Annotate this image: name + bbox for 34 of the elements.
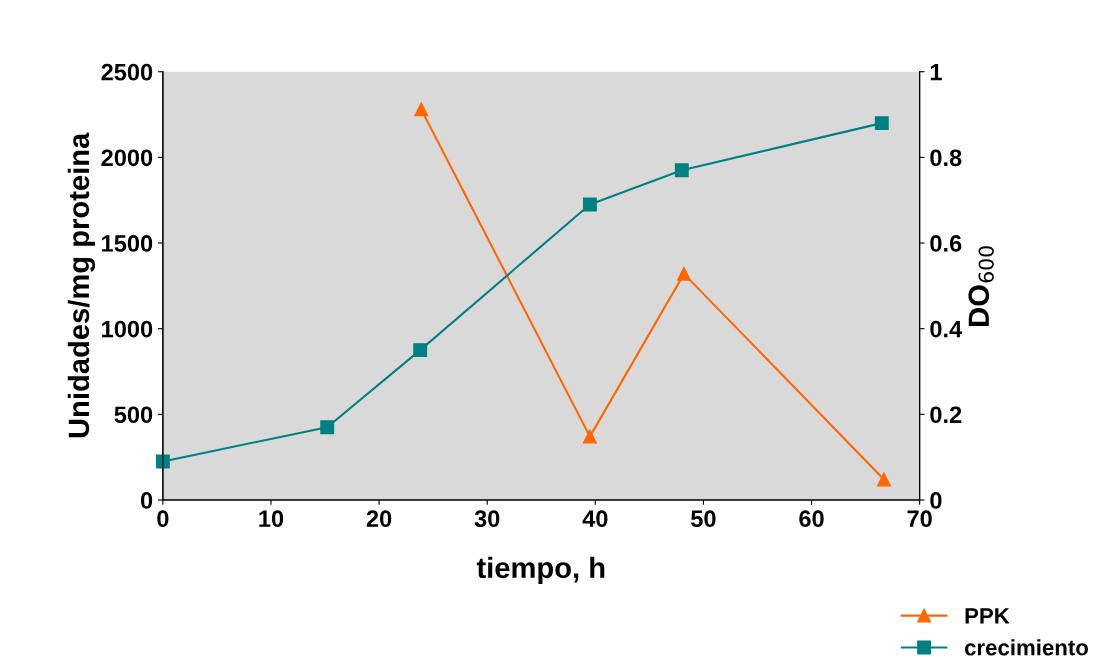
y2-tick-label: 0.6 xyxy=(930,235,962,252)
y2-tick-label: 0.2 xyxy=(930,406,962,424)
y-tick-label: 500 xyxy=(114,406,153,424)
legend-label: crecimiento xyxy=(964,639,1088,656)
point xyxy=(582,429,597,444)
x-tick-label: 50 xyxy=(691,510,716,528)
point xyxy=(874,116,889,131)
x-tick-label: 10 xyxy=(259,510,284,528)
y-axis-title: Unidades/mg proteina xyxy=(67,132,96,438)
point xyxy=(320,420,335,435)
point xyxy=(414,102,429,117)
x-tick-label: 0 xyxy=(157,510,169,528)
point xyxy=(582,197,597,212)
y-tick-label: 0 xyxy=(140,492,153,509)
x-tick-label: 60 xyxy=(799,510,824,528)
legend-label: PPK xyxy=(965,608,1010,624)
y-tick-label: 1000 xyxy=(102,320,153,338)
point xyxy=(677,266,691,281)
y-tick-label: 1500 xyxy=(102,235,153,252)
y-tick-label: 2500 xyxy=(101,63,153,81)
y2-tick-label: 1 xyxy=(930,64,942,81)
point xyxy=(413,343,428,358)
y-tick-label: 2000 xyxy=(101,149,153,167)
y2-tick-label: 0.8 xyxy=(930,149,962,167)
x-tick-label: 20 xyxy=(366,510,392,528)
x-tick-label: 40 xyxy=(582,510,608,528)
point xyxy=(674,163,689,178)
y2-tick-label: 0.4 xyxy=(930,320,963,338)
point xyxy=(877,472,891,487)
x-tick-label: 30 xyxy=(474,510,500,528)
x-tick-label: 70 xyxy=(907,510,932,528)
x-axis-title: tiempo, h xyxy=(476,556,605,584)
y2-tick-label: 0 xyxy=(930,492,942,509)
y2-axis-title: DO$_{600}$ xyxy=(968,246,994,326)
